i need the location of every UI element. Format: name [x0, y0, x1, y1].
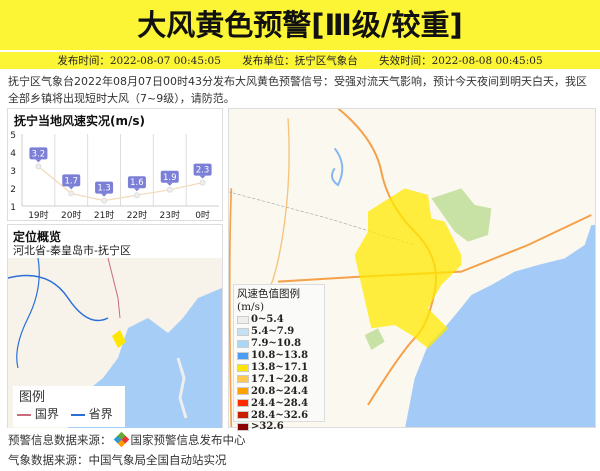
- data-label-bg: [127, 176, 146, 189]
- wind-legend-label: 13.8~17.1: [251, 362, 309, 373]
- wind-legend-swatch: [237, 315, 249, 324]
- wind-legend-label: 10.8~13.8: [251, 350, 309, 362]
- data-label: 1.3: [97, 184, 111, 194]
- wind-legend-item: 5.4~7.9: [234, 326, 324, 338]
- wind-legend-item: 7.9~10.8: [234, 338, 324, 350]
- x-tick-label: 23时: [160, 209, 180, 221]
- y-tick-label: 1: [10, 203, 16, 213]
- wind-speed-legend: 风速色值图例 (m/s) 0~5.4 5.4~7.9 7.9~10.8 10.8~13…: [233, 284, 325, 432]
- data-label-pointer: [166, 182, 173, 186]
- wind-legend-label: >32.6: [251, 421, 284, 433]
- warning-meta: 发布时间：2022-08-07 00:45:05 发布单位：抚宁区气象台 失效时…: [0, 51, 600, 69]
- y-tick-label: 5: [10, 131, 16, 141]
- page-title: 大风黄色预警[Ⅲ级/较重]: [137, 8, 463, 42]
- y-tick-label: 4: [10, 149, 16, 159]
- data-label-pointer: [35, 159, 42, 163]
- location-panel: 定位概览 河北省-秦皇岛市-抚宁区 图例 国界 省界: [7, 224, 223, 428]
- wind-legend-item: 10.8~13.8: [234, 350, 324, 362]
- x-tick-label: 0时: [195, 209, 210, 221]
- province-border-swatch: [70, 413, 85, 416]
- warning-source: 预警信息数据来源： 国家预警信息发布中心: [8, 431, 246, 448]
- chart-title: 抚宁当地风速实况(m/s): [14, 114, 145, 128]
- data-label: 1.9: [163, 173, 177, 183]
- wind-legend-item: 20.8~24.4: [234, 385, 324, 397]
- warning-source-label: 预警信息数据来源：: [8, 433, 112, 447]
- data-point: [166, 186, 173, 193]
- location-title: 定位概览: [13, 230, 62, 244]
- wind-speed-line: [38, 165, 203, 202]
- wind-speed-chart: 1 2 3 4 5 19时 20时 21时 22时 23时 0时 3.2 1.7 1.3 1.6 1.9 2.3: [10, 131, 219, 221]
- y-tick-label: 3: [10, 167, 16, 177]
- data-label-bg: [95, 181, 114, 194]
- data-point: [199, 179, 206, 186]
- wind-legend-swatch: [237, 411, 249, 420]
- data-label-bg: [29, 147, 48, 160]
- wind-legend-label: 5.4~7.9: [251, 326, 295, 338]
- wind-legend-swatch: [237, 327, 249, 336]
- data-label: 1.7: [64, 176, 78, 186]
- weather-source: 气象数据来源：中国气象局全国自动站实况: [8, 453, 227, 467]
- wind-legend-item: >32.6: [234, 421, 324, 433]
- wind-legend-label: 20.8~24.4: [251, 385, 309, 397]
- wind-legend-item: 0~5.4: [234, 314, 324, 326]
- national-border-swatch: [17, 413, 31, 416]
- warning-center-logo-icon: [113, 431, 129, 448]
- wind-legend-label: 28.4~32.6: [251, 409, 309, 421]
- province-border-label: 省界: [88, 407, 113, 421]
- wind-legend-label: 17.1~20.8: [251, 373, 309, 385]
- national-border-legend: 国界: [17, 405, 59, 422]
- title-band: 大风黄色预警[Ⅲ级/较重]: [0, 0, 600, 50]
- wind-legend-title: 风速色值图例 (m/s): [237, 288, 300, 313]
- data-label-bg: [62, 174, 81, 187]
- map-legend-title: 图例: [19, 390, 46, 405]
- x-tick-label: 19时: [28, 209, 48, 221]
- national-border-label: 国界: [34, 407, 59, 421]
- data-point: [68, 190, 75, 197]
- expire-time: 失效时间：2022-08-08 00:45:05: [379, 55, 543, 67]
- wind-legend-item: 28.4~32.6: [234, 409, 324, 421]
- wind-legend-label: 0~5.4: [251, 314, 284, 326]
- wind-legend-swatch: [237, 422, 249, 431]
- x-tick-label: 20时: [61, 209, 81, 221]
- wind-legend-label: 24.4~28.4: [251, 397, 309, 409]
- wind-legend-swatch: [237, 363, 249, 372]
- data-label-pointer: [101, 193, 108, 197]
- data-point: [133, 192, 140, 199]
- publisher: 发布单位：抚宁区气象台: [242, 55, 358, 67]
- wind-legend-item: 13.8~17.1: [234, 362, 324, 374]
- wind-legend-swatch: [237, 375, 249, 384]
- wind-map[interactable]: [228, 108, 596, 428]
- data-label-pointer: [133, 188, 140, 192]
- data-point: [35, 163, 42, 170]
- province-border-legend: 省界: [70, 405, 113, 422]
- warning-description: 抚宁区气象台2022年08月07日00时43分发布大风黄色预警信号：受强对流天气…: [8, 75, 587, 105]
- wind-legend-item: 24.4~28.4: [234, 397, 324, 409]
- y-tick-label: 2: [10, 185, 16, 195]
- wind-chart-panel: 抚宁当地风速实况(m/s) 1 2 3 4 5 19时 20时 21时 22时 23时 0时 3.2 1…: [7, 108, 223, 221]
- data-label-pointer: [68, 186, 75, 190]
- warning-source-name[interactable]: 国家预警信息发布中心: [130, 433, 246, 447]
- data-label-bg: [160, 170, 179, 183]
- wind-legend-swatch: [237, 387, 249, 396]
- wind-map-canvas[interactable]: [228, 108, 596, 428]
- wind-legend-item: 17.1~20.8: [234, 373, 324, 385]
- data-label-bg: [193, 163, 212, 176]
- data-point: [101, 197, 108, 204]
- data-label: 1.6: [130, 178, 144, 188]
- x-tick-label: 22时: [127, 209, 147, 221]
- map-legend: 图例 国界 省界: [13, 386, 125, 427]
- data-label-pointer: [199, 175, 206, 179]
- location-path: 河北省-秦皇岛市-抚宁区: [13, 244, 131, 257]
- wind-legend-label: 7.9~10.8: [251, 338, 302, 350]
- data-label: 2.3: [196, 166, 210, 176]
- x-tick-label: 21时: [94, 209, 114, 221]
- publish-time: 发布时间：2022-08-07 00:45:05: [57, 55, 221, 67]
- data-label: 3.2: [32, 149, 46, 159]
- wind-legend-swatch: [237, 351, 249, 360]
- wind-legend-swatch: [237, 399, 249, 408]
- wind-legend-swatch: [237, 339, 249, 348]
